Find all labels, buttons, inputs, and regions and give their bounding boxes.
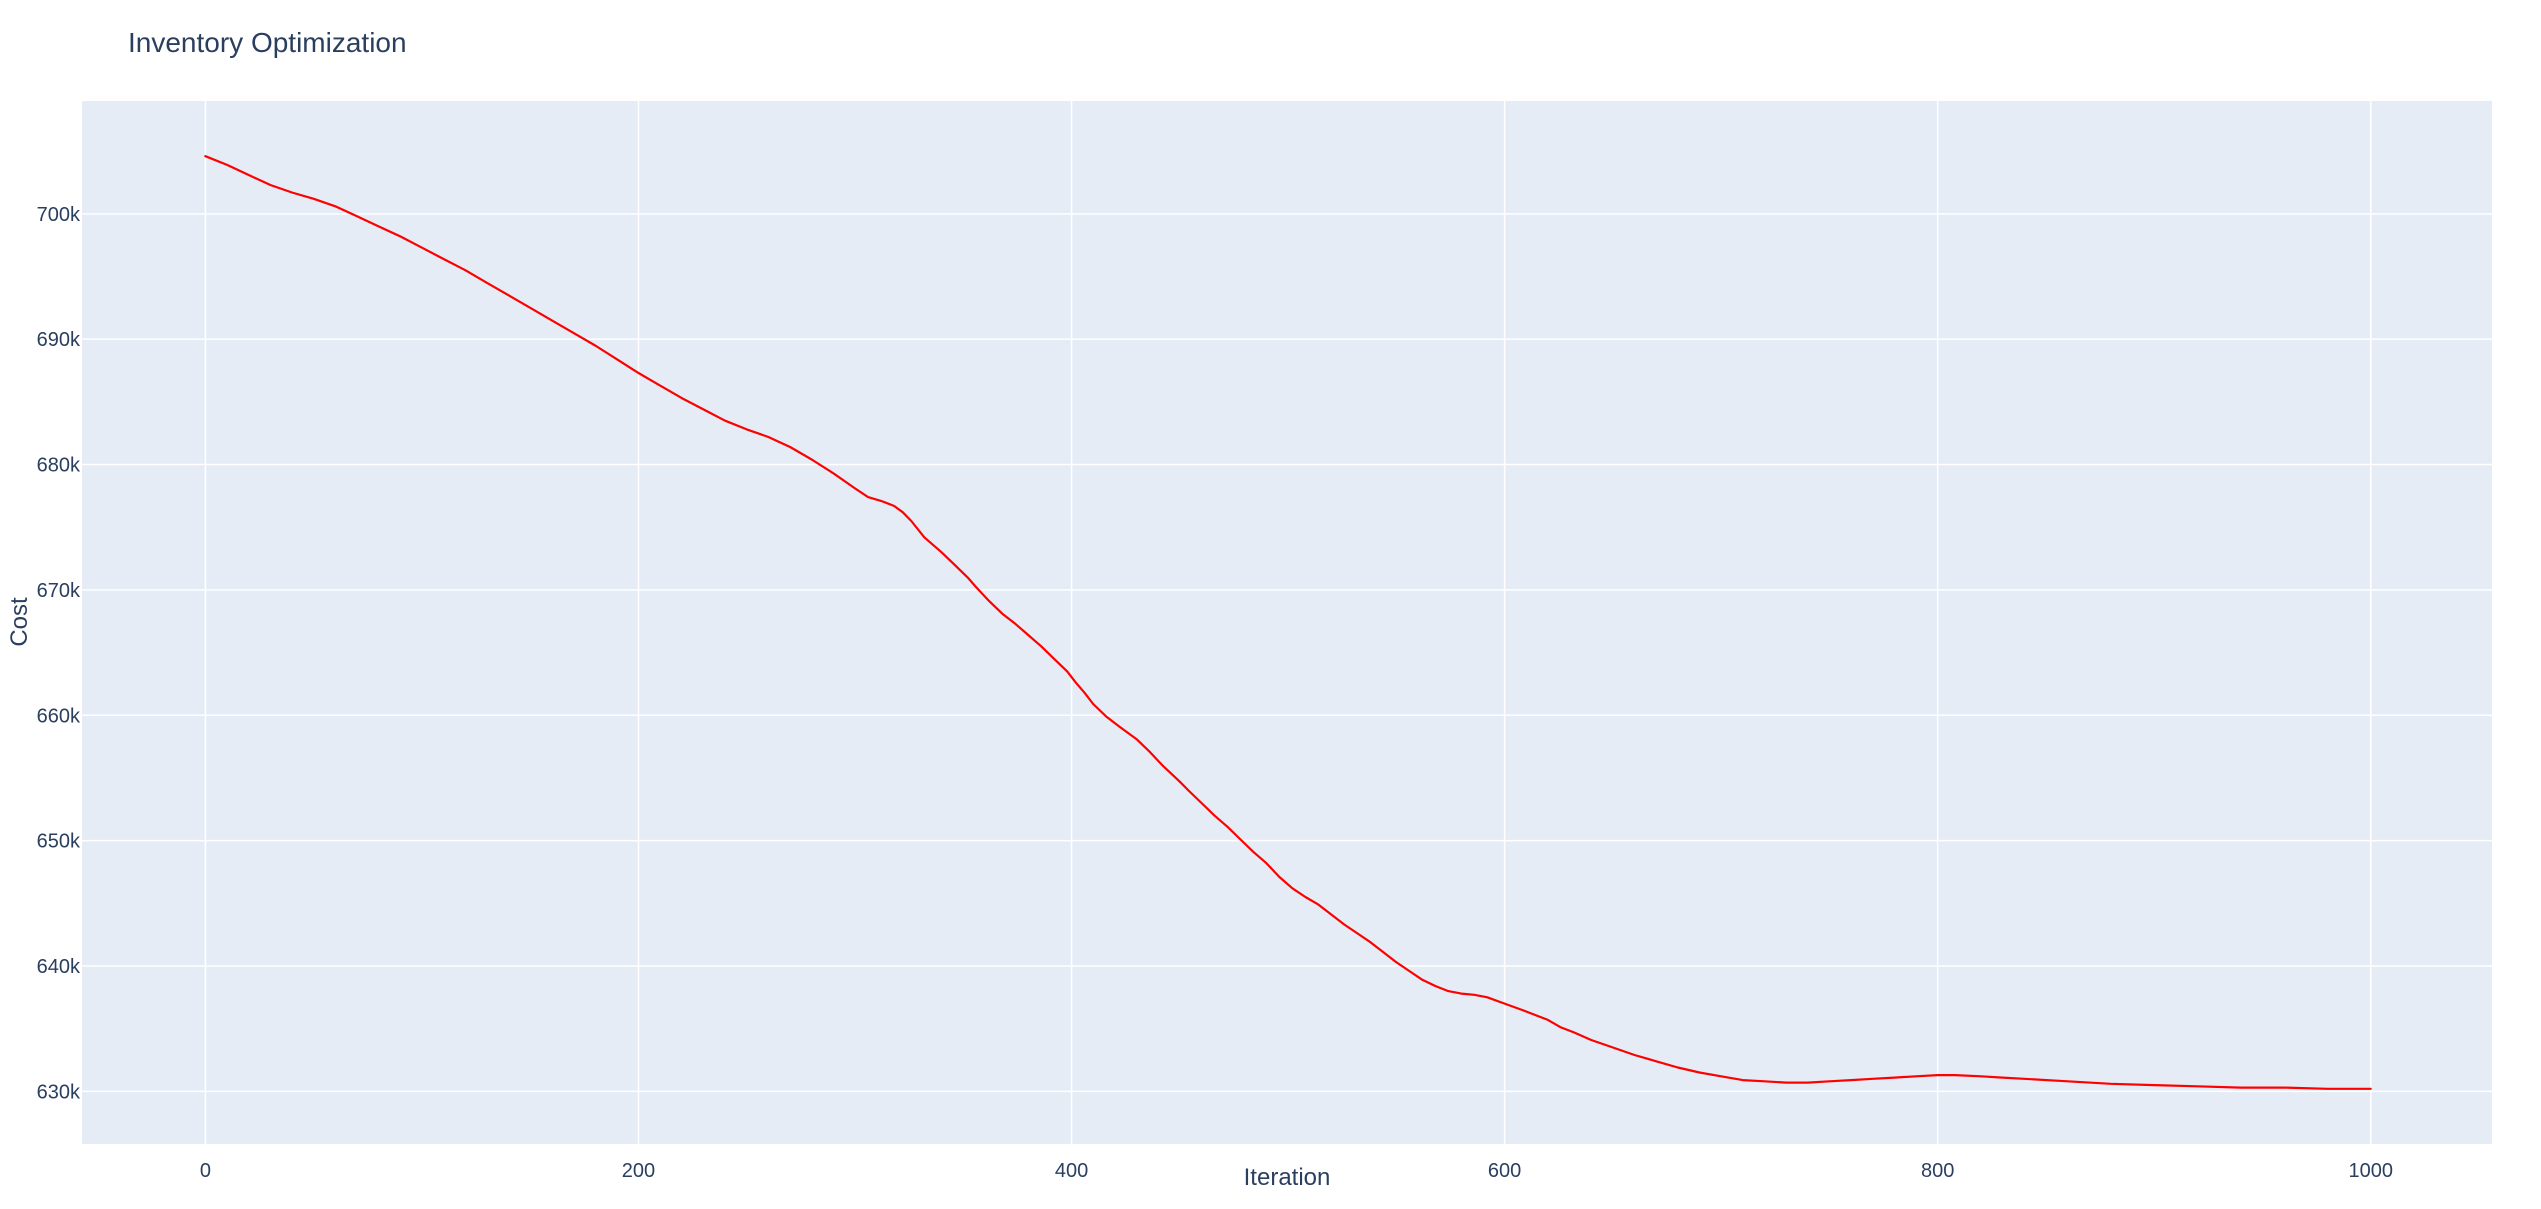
x-tick-label: 600 — [1488, 1160, 1521, 1182]
y-axis-title: Cost — [6, 597, 33, 647]
series-line-0 — [204, 155, 2372, 1090]
x-axis-tick-labels: 0 200 400 600 800 1000 — [200, 1160, 2393, 1182]
y-tick-label: 640k — [37, 956, 81, 978]
x-tick-label: 1000 — [2348, 1160, 2393, 1182]
x-tick-label: 0 — [200, 1160, 211, 1182]
x-tick-label: 400 — [1055, 1160, 1088, 1182]
y-tick-label: 660k — [37, 705, 81, 727]
y-tick-label: 700k — [37, 204, 81, 226]
plot-area — [82, 101, 2492, 1144]
x-tick-label: 800 — [1921, 1160, 1954, 1182]
y-tick-label: 670k — [37, 580, 81, 602]
y-axis-tick-labels: 630k 640k 650k 660k 670k 680k 690k 700k — [37, 204, 81, 1104]
chart-title: Inventory Optimization — [128, 27, 407, 58]
y-tick-label: 650k — [37, 831, 81, 853]
y-tick-label: 680k — [37, 455, 81, 477]
x-gridlines — [204, 101, 2372, 1144]
x-axis-title: Iteration — [1244, 1164, 1331, 1191]
y-gridlines — [82, 213, 2492, 1093]
series-group — [204, 155, 2372, 1090]
y-tick-label: 630k — [37, 1081, 81, 1103]
x-tick-label: 200 — [622, 1160, 655, 1182]
y-tick-label: 690k — [37, 329, 81, 351]
